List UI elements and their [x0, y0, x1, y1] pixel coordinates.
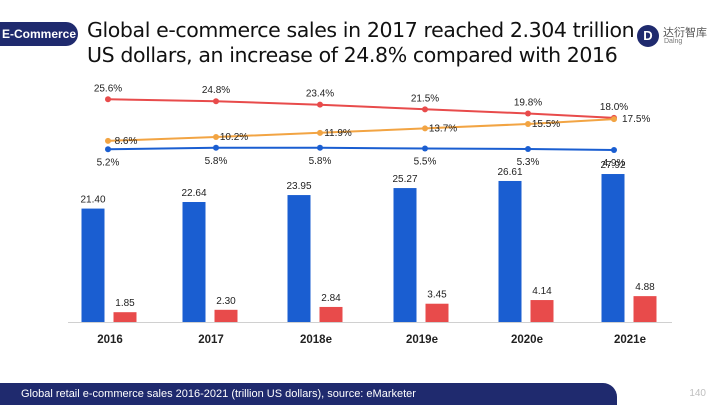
line-label-series1-2017: 24.8%	[202, 85, 230, 96]
brand-logo: D 达衍智库 Dalng	[637, 22, 709, 50]
line-label-series3-2018e: 5.8%	[309, 156, 332, 167]
bar-label-series1-2019e: 25.27	[392, 174, 417, 185]
line-point-series2-2017	[213, 134, 219, 141]
line-point-series3-2017	[213, 144, 219, 151]
line-label-series1-2016: 25.6%	[94, 83, 122, 94]
line-label-series2-2019e: 13.7%	[429, 123, 457, 134]
line-point-series2-2018e	[317, 129, 323, 136]
bar-label-series1-2021e: 27.92	[600, 160, 625, 171]
line-label-series1-2021e: 18.0%	[600, 102, 628, 113]
bar-series2-2017	[214, 309, 238, 322]
x-tick-label-2021e: 2021e	[614, 334, 646, 346]
line-label-series2-2021e: 17.5%	[622, 114, 650, 125]
bar-label-series2-2016: 1.85	[115, 298, 135, 309]
line-label-series3-2019e: 5.5%	[414, 157, 437, 168]
bar-series1-2017	[182, 202, 206, 322]
line-point-series3-2019e	[422, 145, 428, 152]
x-tick-label-2019e: 2019e	[406, 334, 438, 346]
line-label-series3-2016: 5.2%	[97, 157, 120, 168]
bar-series1-2018e	[287, 195, 311, 322]
line-label-series1-2019e: 21.5%	[411, 93, 439, 104]
line-point-series1-2019e	[422, 106, 428, 113]
bar-label-series1-2018e: 23.95	[286, 181, 311, 192]
bar-series2-2016	[113, 312, 137, 322]
x-tick-label-2020e: 2020e	[511, 334, 543, 346]
x-tick-label-2016: 2016	[97, 334, 123, 346]
line-label-series1-2018e: 23.4%	[306, 89, 334, 100]
line-label-series1-2020e: 19.8%	[514, 97, 542, 108]
line-label-series2-2020e: 15.5%	[532, 119, 560, 130]
line-point-series3-2016	[105, 146, 111, 153]
line-label-series3-2020e: 5.3%	[517, 157, 540, 168]
line-series2	[107, 118, 615, 142]
bar-series1-2019e	[393, 188, 417, 322]
footer-source-text: Global retail e-commerce sales 2016-2021…	[21, 388, 416, 400]
line-label-series2-2017: 10.2%	[220, 132, 248, 143]
bar-series1-2020e	[498, 180, 522, 322]
bar-label-series2-2018e: 2.84	[321, 293, 341, 304]
line-point-series1-2016	[105, 96, 111, 103]
slide-title: Global e-commerce sales in 2017 reached …	[87, 18, 635, 67]
line-point-series2-2021e	[611, 116, 617, 123]
line-point-series3-2020e	[525, 146, 531, 153]
bar-series2-2018e	[319, 306, 343, 322]
line-label-series3-2017: 5.8%	[205, 156, 228, 167]
bar-label-series2-2021e: 4.88	[635, 282, 655, 293]
bar-series1-2016	[81, 208, 105, 322]
line-point-series1-2017	[213, 98, 219, 105]
bar-label-series1-2017: 22.64	[181, 188, 206, 199]
bar-label-series2-2020e: 4.14	[532, 286, 552, 297]
line-point-series1-2020e	[525, 110, 531, 117]
line-point-series3-2018e	[317, 144, 323, 151]
line-series3	[107, 146, 615, 151]
line-series1	[107, 98, 615, 119]
logo-text-en: Dalng	[664, 38, 683, 45]
logo-mark-icon: D	[637, 25, 659, 47]
x-tick-label-2017: 2017	[198, 334, 224, 346]
line-label-series2-2016: 8.6%	[115, 136, 138, 147]
bar-label-series1-2016: 21.40	[80, 195, 105, 206]
bar-series1-2021e	[601, 174, 625, 322]
logo-text-cn: 达衍智库	[663, 26, 707, 39]
page-number: 140	[689, 388, 706, 399]
line-point-series2-2019e	[422, 125, 428, 132]
footer-bar: Global retail e-commerce sales 2016-2021…	[0, 383, 617, 405]
bar-label-series2-2017: 2.30	[216, 296, 236, 307]
line-point-series2-2020e	[525, 121, 531, 128]
bar-series2-2020e	[530, 300, 554, 322]
chart: 21.40 22.64 23.95 25.27 26.61 27.92 1.85 2.30 2.…	[68, 83, 672, 346]
section-tag: E-Commerce	[0, 22, 78, 46]
bar-series2-2019e	[425, 303, 449, 322]
bar-series2-2021e	[633, 296, 657, 322]
bar-label-series2-2019e: 3.45	[427, 290, 447, 301]
x-tick-label-2018e: 2018e	[300, 334, 332, 346]
line-point-series1-2018e	[317, 101, 323, 108]
bar-label-series1-2020e: 26.61	[497, 167, 522, 178]
line-label-series3-2021e: 4.9%	[603, 158, 626, 169]
line-point-series2-2016	[105, 137, 111, 144]
line-label-series2-2018e: 11.9%	[324, 128, 352, 139]
line-point-series3-2021e	[611, 146, 617, 153]
